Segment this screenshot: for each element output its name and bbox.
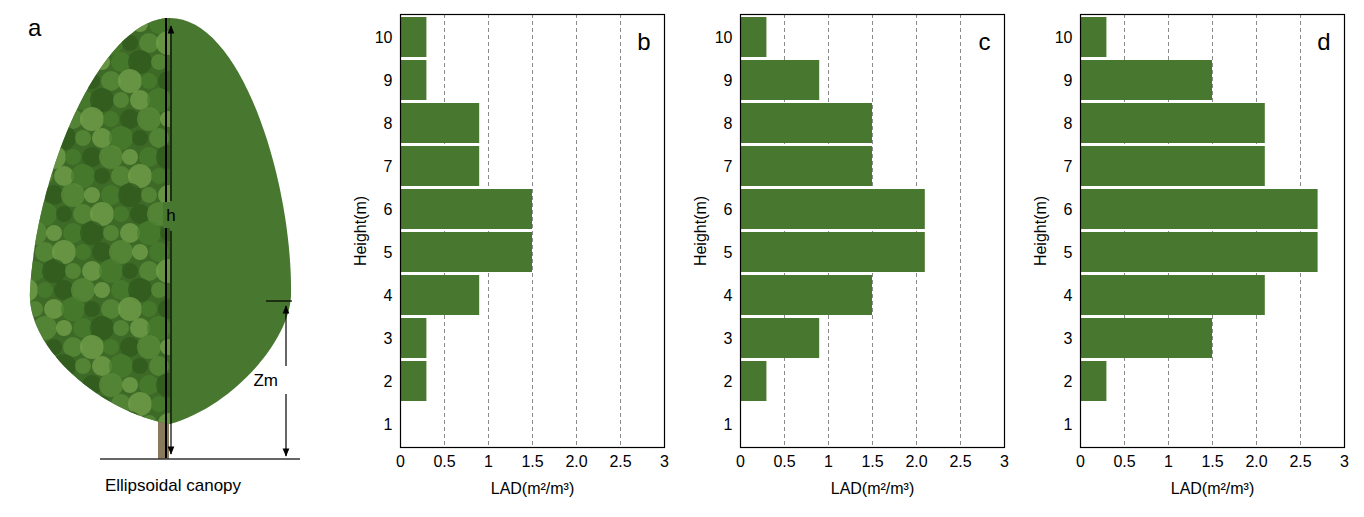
svg-text:0: 0 [396, 453, 405, 470]
svg-text:7: 7 [724, 158, 733, 175]
svg-text:7: 7 [1064, 158, 1073, 175]
svg-text:LAD(m²/m³): LAD(m²/m³) [1171, 480, 1255, 497]
svg-text:1.5: 1.5 [861, 453, 883, 470]
svg-text:8: 8 [384, 115, 393, 132]
svg-text:1.5: 1.5 [1201, 453, 1223, 470]
svg-text:6: 6 [1064, 201, 1073, 218]
svg-text:0.5: 0.5 [433, 453, 455, 470]
svg-text:2.5: 2.5 [949, 453, 971, 470]
svg-text:Height(m): Height(m) [1032, 196, 1049, 266]
svg-text:1: 1 [724, 416, 733, 433]
svg-text:10: 10 [1055, 29, 1073, 46]
svg-text:2.0: 2.0 [1245, 453, 1267, 470]
svg-text:2.0: 2.0 [565, 453, 587, 470]
svg-text:1: 1 [824, 453, 833, 470]
svg-text:c: c [979, 28, 991, 55]
svg-text:8: 8 [1064, 115, 1073, 132]
svg-text:2.0: 2.0 [905, 453, 927, 470]
svg-text:a: a [28, 14, 42, 41]
svg-text:10: 10 [375, 29, 393, 46]
svg-text:Ellipsoidal canopy: Ellipsoidal canopy [105, 476, 242, 495]
svg-text:3: 3 [1000, 453, 1009, 470]
svg-text:1: 1 [384, 416, 393, 433]
svg-text:2.5: 2.5 [1289, 453, 1311, 470]
svg-text:6: 6 [724, 201, 733, 218]
svg-text:LAD(m²/m³): LAD(m²/m³) [491, 480, 575, 497]
svg-text:d: d [1317, 28, 1330, 55]
svg-text:5: 5 [724, 244, 733, 261]
svg-text:b: b [637, 28, 650, 55]
svg-text:2: 2 [384, 373, 393, 390]
svg-text:9: 9 [1064, 72, 1073, 89]
svg-text:4: 4 [1064, 287, 1073, 304]
svg-text:8: 8 [724, 115, 733, 132]
svg-text:h: h [166, 206, 175, 225]
svg-text:Zm: Zm [253, 371, 278, 390]
svg-text:4: 4 [724, 287, 733, 304]
svg-text:3: 3 [660, 453, 669, 470]
svg-text:1: 1 [484, 453, 493, 470]
svg-text:9: 9 [724, 72, 733, 89]
svg-text:6: 6 [384, 201, 393, 218]
svg-text:2: 2 [724, 373, 733, 390]
svg-text:Height(m): Height(m) [692, 196, 709, 266]
svg-text:2.5: 2.5 [609, 453, 631, 470]
svg-text:5: 5 [1064, 244, 1073, 261]
svg-text:10: 10 [715, 29, 733, 46]
svg-text:1: 1 [1164, 453, 1173, 470]
svg-text:9: 9 [384, 72, 393, 89]
svg-text:3: 3 [1340, 453, 1349, 470]
svg-text:1: 1 [1064, 416, 1073, 433]
svg-text:2: 2 [1064, 373, 1073, 390]
svg-text:4: 4 [384, 287, 393, 304]
svg-text:3: 3 [1064, 330, 1073, 347]
svg-text:1.5: 1.5 [521, 453, 543, 470]
svg-text:3: 3 [384, 330, 393, 347]
svg-text:5: 5 [384, 244, 393, 261]
svg-text:0: 0 [1076, 453, 1085, 470]
svg-text:LAD(m²/m³): LAD(m²/m³) [831, 480, 915, 497]
svg-text:Height(m): Height(m) [352, 196, 369, 266]
svg-text:0: 0 [736, 453, 745, 470]
svg-text:0.5: 0.5 [773, 453, 795, 470]
svg-text:7: 7 [384, 158, 393, 175]
svg-text:0.5: 0.5 [1113, 453, 1135, 470]
svg-text:3: 3 [724, 330, 733, 347]
